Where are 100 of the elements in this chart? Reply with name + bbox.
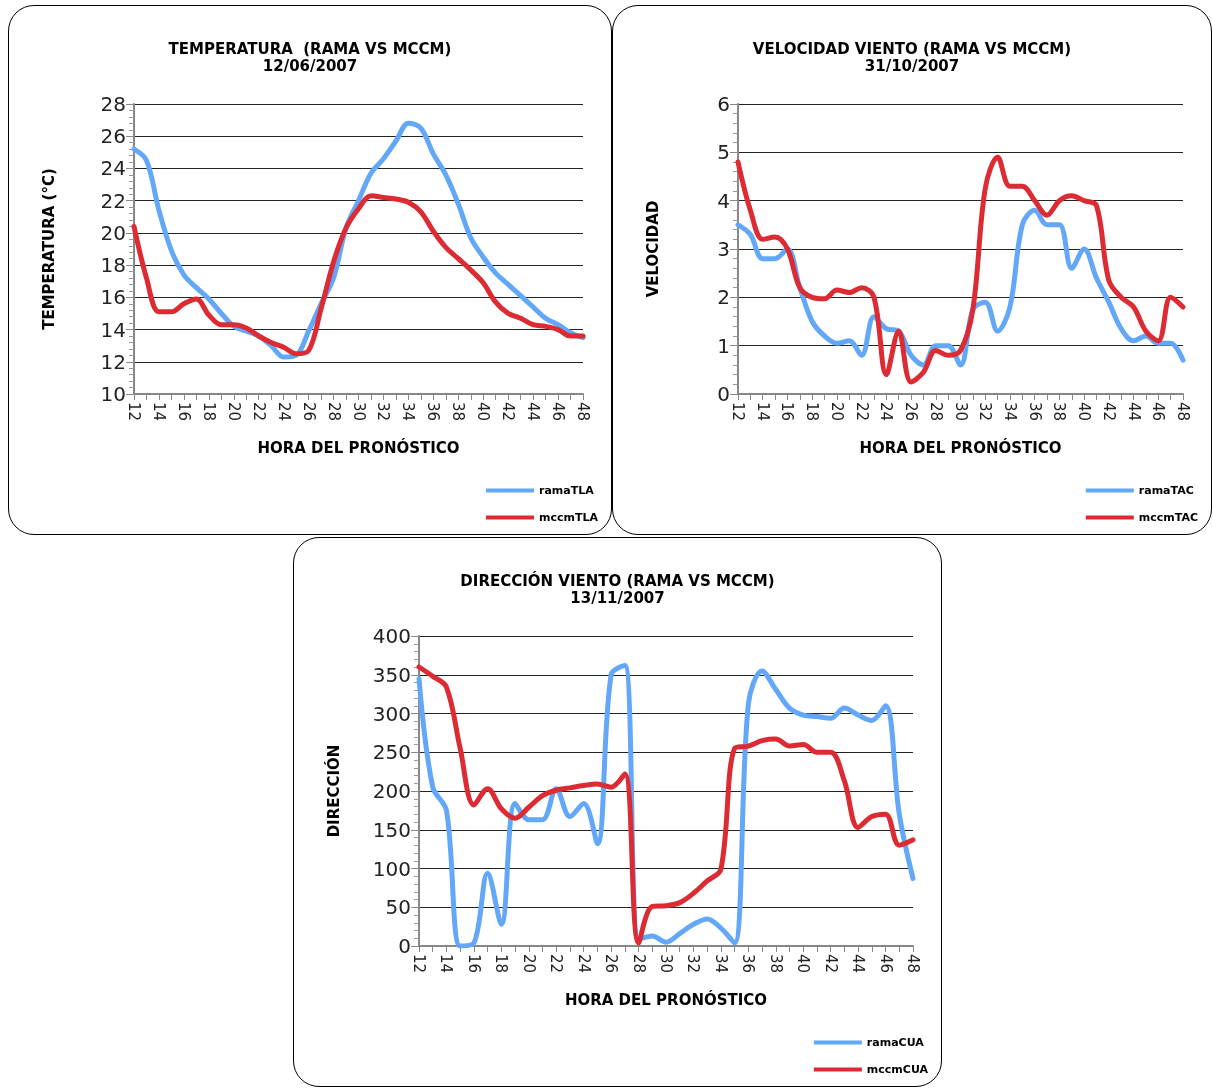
x-tick-label: 32 — [684, 954, 703, 974]
y-axis-title: DIRECCIÓN — [323, 744, 343, 838]
x-tick-label: 12 — [125, 402, 143, 422]
legend-label: ramaCUA — [866, 1036, 925, 1049]
x-tick-label: 28 — [926, 402, 945, 422]
x-tick-label: 44 — [849, 954, 868, 974]
x-tick-label: 26 — [602, 954, 621, 974]
y-tick-label: 6 — [717, 92, 730, 116]
x-tick-label: 38 — [449, 402, 468, 422]
x-tick-label: 22 — [249, 402, 268, 422]
legend-label: mccmTAC — [1138, 511, 1198, 524]
x-tick-label: 26 — [299, 402, 318, 422]
x-tick-label: 34 — [1000, 402, 1019, 422]
x-tick-label: 46 — [549, 402, 568, 422]
y-tick-label: 4 — [717, 188, 730, 213]
y-tick-label: 100 — [372, 856, 411, 881]
y-tick-label: 24 — [100, 156, 126, 181]
x-tick-label: 22 — [852, 402, 871, 422]
x-tick-label: 30 — [349, 402, 368, 422]
y-tick-label: 18 — [100, 253, 126, 278]
y-tick-label: 200 — [372, 779, 411, 803]
x-tick-label: 12 — [410, 954, 428, 974]
x-tick-label: 40 — [474, 402, 493, 422]
legend-label: mccmCUA — [866, 1063, 929, 1076]
x-tick-label: 38 — [1050, 402, 1069, 422]
x-tick-label: 28 — [324, 402, 343, 422]
x-tick-label: 28 — [629, 954, 648, 974]
y-axis-title: TEMPERATURA (°C) — [39, 168, 58, 330]
y-tick-label: 0 — [717, 382, 730, 406]
y-tick-label: 16 — [100, 285, 126, 310]
x-tick-label: 18 — [492, 954, 511, 974]
x-tick-label: 42 — [821, 954, 840, 974]
x-tick-label: 32 — [374, 402, 393, 422]
legend-label: ramaTLA — [539, 484, 595, 497]
x-tick-label: 18 — [199, 402, 218, 422]
x-tick-label: 44 — [1124, 402, 1143, 422]
x-tick-label: 20 — [827, 402, 846, 422]
y-tick-label: 5 — [717, 140, 730, 165]
x-tick-label: 36 — [739, 954, 758, 974]
x-tick-label: 46 — [876, 954, 895, 974]
x-tick-label: 32 — [976, 402, 995, 422]
x-tick-label: 42 — [499, 402, 518, 422]
x-tick-label: 48 — [904, 954, 922, 974]
y-tick-label: 3 — [717, 237, 730, 261]
x-axis-title: HORA DEL PRONÓSTICO — [859, 437, 1062, 457]
y-tick-label: 26 — [100, 124, 126, 149]
x-tick-label: 16 — [778, 402, 797, 422]
x-tick-label: 24 — [574, 954, 593, 974]
y-tick-label: 50 — [385, 895, 411, 920]
y-tick-label: 10 — [100, 382, 126, 406]
y-tick-label: 1 — [717, 333, 730, 358]
x-tick-label: 24 — [877, 402, 896, 422]
chart-subtitle: 13/11/2007 — [570, 588, 665, 607]
y-tick-label: 28 — [100, 92, 126, 116]
x-tick-label: 46 — [1149, 402, 1168, 422]
y-tick-label: 20 — [100, 220, 126, 245]
chart-title: TEMPERATURA (RAMA VS MCCM) — [168, 39, 452, 58]
x-tick-label: 48 — [1174, 402, 1192, 422]
y-tick-label: 350 — [372, 662, 411, 687]
x-tick-label: 18 — [803, 402, 822, 422]
y-tick-label: 250 — [372, 740, 411, 765]
x-axis-title: HORA DEL PRONÓSTICO — [257, 437, 460, 457]
x-tick-label: 14 — [149, 402, 168, 422]
y-tick-label: 12 — [100, 349, 126, 374]
x-tick-label: 14 — [753, 402, 772, 422]
y-tick-label: 22 — [100, 188, 126, 213]
chart-title: DIRECCIÓN VIENTO (RAMA VS MCCM) — [460, 570, 775, 590]
x-tick-label: 36 — [1025, 402, 1044, 422]
y-tick-label: 2 — [717, 285, 730, 310]
x-tick-label: 26 — [902, 402, 921, 422]
x-tick-label: 20 — [224, 402, 243, 422]
x-tick-label: 34 — [711, 954, 730, 974]
x-tick-label: 40 — [1075, 402, 1094, 422]
legend-label: ramaTAC — [1138, 484, 1194, 497]
x-tick-label: 48 — [574, 402, 592, 422]
x-tick-label: 24 — [274, 402, 293, 422]
x-tick-label: 22 — [547, 954, 566, 974]
x-tick-label: 30 — [657, 954, 675, 974]
x-tick-label: 36 — [424, 402, 443, 422]
x-tick-label: 20 — [519, 954, 538, 974]
chart-title: VELOCIDAD VIENTO (RAMA VS MCCM) — [752, 39, 1072, 58]
legend-label: mccmTLA — [539, 511, 599, 524]
chart-subtitle: 31/10/2007 — [864, 56, 960, 75]
chart-subtitle: 12/06/2007 — [262, 56, 358, 75]
y-tick-label: 300 — [372, 701, 411, 726]
y-tick-label: 400 — [372, 624, 411, 648]
x-tick-label: 34 — [399, 402, 418, 422]
x-tick-label: 42 — [1099, 402, 1118, 422]
x-axis-title: HORA DEL PRONÓSTICO — [564, 989, 768, 1009]
x-tick-label: 44 — [524, 402, 543, 422]
x-tick-label: 38 — [766, 954, 785, 974]
x-tick-label: 14 — [437, 954, 456, 974]
y-tick-label: 14 — [100, 317, 126, 342]
x-tick-label: 16 — [174, 402, 193, 422]
x-tick-label: 30 — [951, 402, 970, 422]
x-tick-label: 16 — [464, 954, 483, 974]
y-tick-label: 150 — [372, 817, 411, 842]
y-axis-title: VELOCIDAD — [643, 200, 662, 298]
y-tick-label: 0 — [398, 934, 411, 958]
x-tick-label: 40 — [794, 954, 813, 974]
